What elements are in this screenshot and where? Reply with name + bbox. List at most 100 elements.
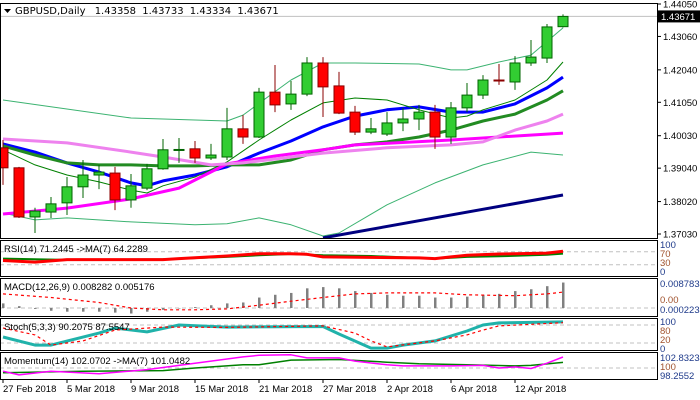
candle-body xyxy=(77,174,89,188)
candle-body xyxy=(413,111,425,120)
time-axis-label: 6 Apr 2018 xyxy=(451,384,497,395)
macd-histogram-bar xyxy=(66,308,69,312)
candle xyxy=(221,107,233,160)
candle-body xyxy=(429,111,441,138)
candle xyxy=(557,14,569,28)
candle xyxy=(429,104,441,149)
candle xyxy=(445,101,457,144)
candle-body xyxy=(349,111,361,133)
candle-body xyxy=(477,79,489,96)
current-price-badge xyxy=(658,10,700,23)
stoch-signal-line xyxy=(2,322,564,348)
candle xyxy=(237,115,249,144)
candle xyxy=(141,163,153,191)
candle-body xyxy=(541,26,553,59)
candle xyxy=(61,176,73,215)
candle xyxy=(269,64,281,113)
macd-histogram-bar xyxy=(466,296,469,308)
candle xyxy=(253,87,265,139)
macd-histogram-bar xyxy=(498,293,501,308)
macd-histogram-bar xyxy=(338,288,341,308)
candle-body xyxy=(61,186,73,204)
time-axis-label: 21 Mar 2018 xyxy=(259,384,312,395)
candle-body xyxy=(301,62,313,95)
candle xyxy=(13,166,25,218)
momentum-ma-line xyxy=(2,358,564,374)
candle-body xyxy=(445,107,457,138)
macd-histogram-bar xyxy=(322,287,325,308)
time-axis-label: 27 Mar 2018 xyxy=(323,384,376,395)
price-axis-label: 1.39040 xyxy=(663,164,697,175)
candle-body xyxy=(557,15,569,28)
macd-title: MACD(12,26,9) 0.008282 0.005176 xyxy=(4,282,155,293)
macd-histogram-bar xyxy=(370,292,373,308)
price-axis-label: 1.40030 xyxy=(663,131,697,142)
momentum-axis-label: 98.2552 xyxy=(660,371,694,382)
macd-histogram-bar xyxy=(98,308,101,312)
macd-histogram-bar xyxy=(354,291,357,308)
current-price-label: 1.43671 xyxy=(661,12,695,23)
candle-body xyxy=(317,62,329,88)
candle-body xyxy=(141,168,153,189)
candle xyxy=(349,105,361,136)
candle xyxy=(1,139,9,185)
candle xyxy=(381,112,393,137)
header-low: 1.43334 xyxy=(190,6,231,17)
candle xyxy=(125,174,137,208)
macd-histogram-bar xyxy=(114,308,117,313)
price-axis-label: 1.37030 xyxy=(663,230,697,241)
price-axis-label: 1.42040 xyxy=(663,65,697,76)
candle xyxy=(541,23,553,63)
macd-histogram-bar xyxy=(242,302,245,308)
macd-histogram-bar xyxy=(306,288,309,308)
price-plot xyxy=(1,14,657,238)
candle xyxy=(493,63,505,85)
macd-histogram-bar xyxy=(514,291,517,308)
envelope-upper-line xyxy=(2,27,564,122)
stoch-panel[interactable] xyxy=(0,318,658,351)
macd-histogram-bar xyxy=(82,308,85,312)
time-axis-label: 27 Feb 2018 xyxy=(3,384,56,395)
header-high: 1.43733 xyxy=(142,6,183,17)
envelope-lower-line xyxy=(2,151,564,237)
candle xyxy=(317,57,329,118)
macd-histogram-bar xyxy=(162,308,165,310)
macd-histogram-bar xyxy=(178,308,181,309)
price-axis-label: 1.43060 xyxy=(663,32,697,43)
momentum-title: Momentum(14) 102.0702 ->MA(7) 101.0482 xyxy=(4,356,190,367)
candle xyxy=(477,75,489,100)
momentum-line xyxy=(2,354,564,376)
candle xyxy=(333,71,345,115)
candle-body xyxy=(253,91,265,138)
ma-magenta-line xyxy=(2,131,564,216)
macd-axis-label: 0.00 xyxy=(660,295,679,306)
candle-body xyxy=(525,56,537,64)
ma-violet-line xyxy=(2,112,564,167)
momentum-axis-label: 102.8323 xyxy=(660,353,700,364)
macd-histogram-bar xyxy=(530,289,533,308)
macd-histogram-bar xyxy=(210,305,213,308)
candle-body xyxy=(221,128,233,158)
candle xyxy=(397,107,409,132)
macd-signal-line xyxy=(2,291,564,311)
macd-histogram-bar xyxy=(34,308,37,309)
macd-axis-label: 0.008783 xyxy=(660,279,700,290)
triangle-down-icon[interactable] xyxy=(4,9,11,13)
price-axis-label: 1.41050 xyxy=(663,98,697,109)
candle-body xyxy=(157,149,169,170)
candle xyxy=(45,196,57,218)
macd-histogram-bar xyxy=(562,282,565,308)
momentum-panel[interactable] xyxy=(0,352,658,380)
macd-histogram-bar xyxy=(290,292,293,308)
macd-axis-label: 0.000223 xyxy=(660,305,700,316)
time-axis-label: 5 Mar 2018 xyxy=(67,384,115,395)
header-open: 1.43358 xyxy=(95,6,136,17)
macd-histogram-bar xyxy=(194,307,197,308)
header-close: 1.43671 xyxy=(237,6,278,17)
candle xyxy=(29,207,41,234)
candle-body xyxy=(237,128,249,138)
momentum-plot xyxy=(1,354,657,376)
rsi-axis-label: 100 xyxy=(660,240,676,251)
